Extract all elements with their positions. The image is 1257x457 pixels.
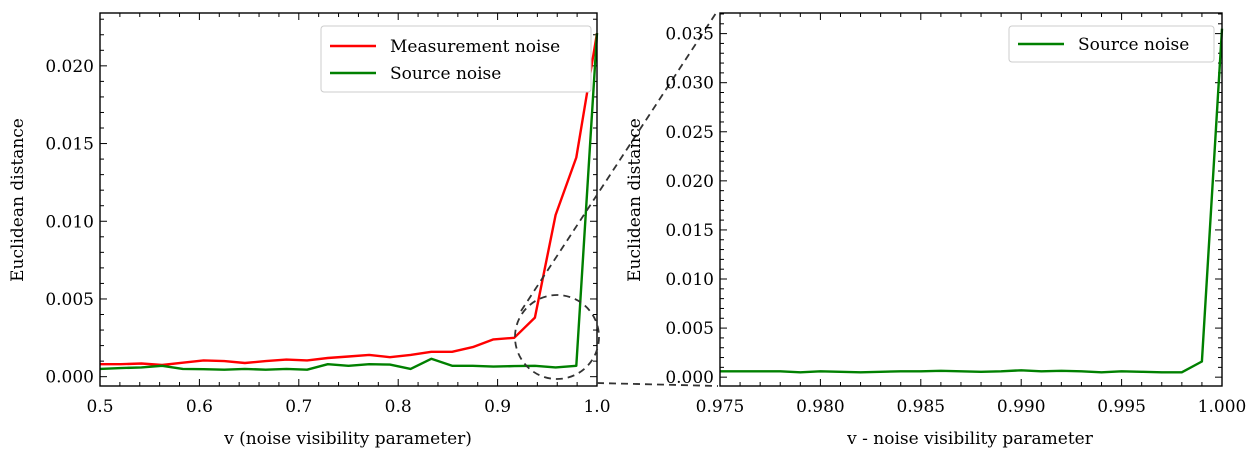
right-y-tick-label: 0.010 [665,270,714,290]
zoom-line-bottom [596,382,719,387]
zoom-indicator [514,9,719,387]
right-x-axis-label: v - noise visibility parameter [846,429,1094,449]
chart-measurement-vs-source-noise: 0.5 0.6 0.7 0.8 0.9 1.0 0.000 0.005 0.010 0.015 0.… [8,12,611,449]
right-y-tick-label: 0.005 [665,319,714,339]
left-y-tick-label: 0.000 [45,368,94,388]
right-y-axis-label: Euclidean distance [625,118,645,282]
left-x-tick-label: 0.9 [484,397,511,417]
left-plot-frame [99,12,598,387]
zoom-circle [514,294,600,380]
right-y-tick-label: 0.025 [665,123,714,143]
right-x-tick-label: 0.980 [796,397,845,417]
left-legend-label-source: Source noise [390,64,501,84]
left-series-source-noise [99,33,599,371]
right-y-tick-label: 0.030 [665,74,714,94]
left-axis-ticks: 0.5 0.6 0.7 0.8 0.9 1.0 0.000 0.005 0.010 0.015 0.… [45,13,611,417]
right-plot-frame [719,12,1223,387]
right-x-tick-label: 0.985 [896,397,945,417]
right-legend: Source noise [1008,25,1215,63]
left-y-tick-label: 0.005 [45,290,94,310]
left-y-axis-label: Euclidean distance [8,118,28,282]
chart-source-noise-zoom: 0.975 0.980 0.985 0.990 0.995 1.000 0.000 0.005… [625,12,1246,449]
right-series-source-noise [720,28,1224,374]
right-x-tick-label: 1.000 [1198,397,1247,417]
left-legend-box [320,25,592,93]
left-x-tick-label: 0.7 [285,397,312,417]
left-series-measurement-noise [100,33,599,367]
left-legend: Measurement noise Source noise [320,25,592,93]
right-series-group [720,28,1224,374]
left-x-axis-label: v (noise visibility parameter) [223,429,472,449]
right-y-tick-label: 0.015 [665,221,714,241]
right-x-tick-label: 0.975 [696,397,745,417]
right-axis-ticks: 0.975 0.980 0.985 0.990 0.995 1.000 0.000 0.005… [665,13,1246,417]
left-y-tick-label: 0.010 [45,212,94,232]
left-series-group [99,33,599,371]
left-legend-label-measurement: Measurement noise [390,37,560,57]
right-x-tick-label: 0.990 [997,397,1046,417]
left-x-tick-label: 0.5 [86,397,113,417]
left-y-tick-label: 0.015 [45,135,94,155]
right-y-tick-label: 0.000 [665,368,714,388]
right-x-tick-label: 0.995 [1097,397,1146,417]
left-y-tick-label: 0.020 [45,57,94,77]
left-x-tick-label: 0.6 [186,397,213,417]
left-x-tick-label: 0.8 [385,397,412,417]
right-legend-box [1008,25,1215,63]
right-y-tick-label: 0.020 [665,172,714,192]
left-x-tick-label: 1.0 [583,397,610,417]
right-y-tick-label: 0.035 [665,25,714,45]
right-legend-label-source: Source noise [1078,35,1189,55]
